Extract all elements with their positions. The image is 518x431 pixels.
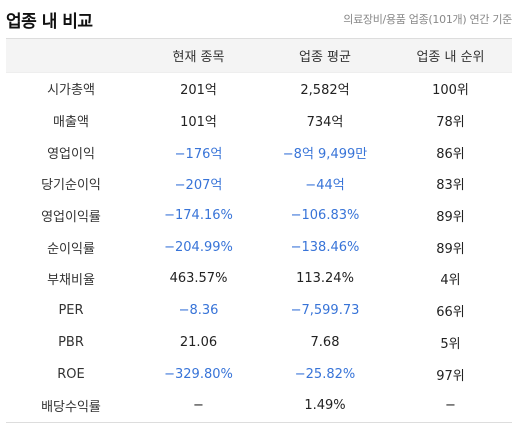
table-row: 영업이익률 −174.16% −106.83% 89위 bbox=[6, 200, 512, 232]
table-row: 당기순이익 −207억 −44억 83위 bbox=[6, 168, 512, 200]
current-value-cell: −204.99% bbox=[164, 239, 233, 255]
table-row: PBR 21.06 7.68 5위 bbox=[6, 327, 512, 359]
current-value-cell: −8.36 bbox=[178, 303, 219, 319]
average-value-cell: −138.46% bbox=[290, 239, 360, 255]
average-value-cell: 2,582억 bbox=[300, 83, 350, 99]
average-value-cell: −8억 9,499만 bbox=[282, 146, 368, 162]
row-label: 부채비율 bbox=[47, 273, 95, 289]
rank-cell: 86위 bbox=[436, 146, 465, 162]
row-label: 매출액 bbox=[53, 115, 89, 131]
rank-cell: 89위 bbox=[436, 210, 465, 226]
average-value-cell: 1.49% bbox=[261, 389, 389, 423]
row-label: PBR bbox=[58, 334, 84, 350]
panel-header: 업종 내 비교 의료장비/용품 업종(101개) 연간 기준 bbox=[6, 0, 512, 38]
column-header-average: 업종 평균 bbox=[261, 38, 389, 73]
current-value-cell: 21.06 bbox=[179, 334, 218, 350]
rank-cell: 5위 bbox=[440, 336, 461, 352]
row-label: 배당수익률 bbox=[6, 389, 136, 423]
table-row: 매출액 101억 734억 78위 bbox=[6, 105, 512, 137]
table-header-row: 현재 종목 업종 평균 업종 내 순위 bbox=[6, 38, 512, 73]
average-value-cell: 113.24% bbox=[296, 271, 354, 287]
table-row: 영업이익 −176억 −8억 9,499만 86위 bbox=[6, 136, 512, 168]
average-value-cell: 734억 bbox=[306, 115, 344, 131]
table-row: 배당수익률 −1.49% − bbox=[6, 389, 512, 423]
rank-cell: 97위 bbox=[436, 368, 465, 384]
panel-title: 업종 내 비교 bbox=[6, 11, 93, 32]
current-value-cell: 463.57% bbox=[169, 271, 228, 287]
current-value-cell: 201억 bbox=[180, 83, 217, 99]
table-row: 시가총액 201억 2,582억 100위 bbox=[6, 73, 512, 105]
row-label: 영업이익 bbox=[47, 146, 95, 162]
current-value-cell: −207억 bbox=[174, 178, 223, 194]
current-value-cell: −174.16% bbox=[164, 208, 233, 224]
average-value-cell: −106.83% bbox=[290, 208, 360, 224]
current-value-cell: −329.80% bbox=[164, 366, 233, 382]
table-row: PER −8.36 −7,599.73 66위 bbox=[6, 295, 512, 327]
rank-cell: 78위 bbox=[436, 115, 465, 131]
current-value-cell: −176억 bbox=[174, 146, 223, 162]
rank-cell: − bbox=[389, 389, 512, 423]
current-value-cell: 101억 bbox=[180, 115, 217, 131]
rank-cell: 100위 bbox=[432, 83, 469, 99]
panel-subtitle: 의료장비/용품 업종(101개) 연간 기준 bbox=[343, 13, 512, 26]
average-value-cell: 7.68 bbox=[310, 334, 340, 350]
rank-cell: 4위 bbox=[440, 273, 461, 289]
row-label: 순이익률 bbox=[47, 241, 95, 257]
rank-cell: 89위 bbox=[436, 241, 465, 257]
table-row: 순이익률 −204.99% −138.46% 89위 bbox=[6, 231, 512, 263]
row-label: 시가총액 bbox=[47, 83, 95, 99]
column-header-current: 현재 종목 bbox=[136, 38, 261, 73]
rank-cell: 66위 bbox=[436, 305, 465, 321]
row-label: 당기순이익 bbox=[41, 178, 101, 194]
current-value-cell: − bbox=[136, 389, 261, 423]
rank-cell: 83위 bbox=[436, 178, 465, 194]
column-header-metric bbox=[6, 38, 136, 73]
row-label: 영업이익률 bbox=[41, 210, 101, 226]
average-value-cell: −7,599.73 bbox=[290, 303, 360, 319]
row-label: PER bbox=[58, 303, 84, 319]
table-row: 부채비율 463.57% 113.24% 4위 bbox=[6, 263, 512, 295]
average-value-cell: −25.82% bbox=[294, 366, 356, 382]
average-value-cell: −44억 bbox=[305, 178, 345, 194]
row-label: ROE bbox=[57, 366, 85, 382]
column-header-rank: 업종 내 순위 bbox=[389, 38, 512, 73]
table-row: ROE −329.80% −25.82% 97위 bbox=[6, 358, 512, 390]
